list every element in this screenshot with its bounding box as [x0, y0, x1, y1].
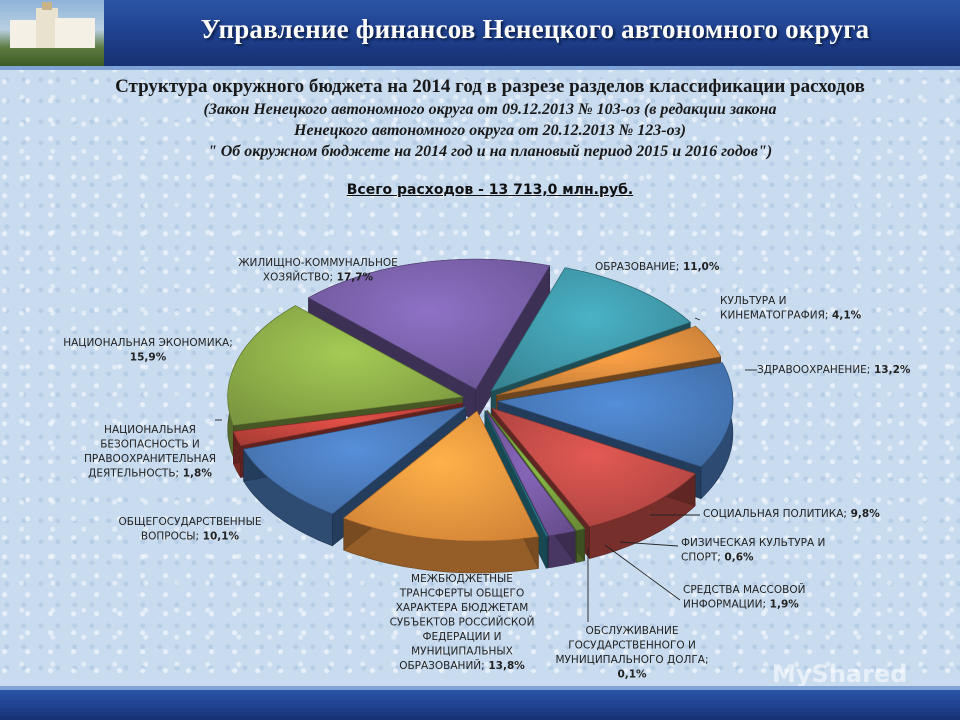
slice-социальная-политика	[491, 407, 696, 527]
slice-label-здравоохранение: ЗДРАВООХРАНЕНИЕ; 13,2%	[757, 364, 911, 376]
leader-line-физическая-культура-и-спорт	[619, 541, 679, 547]
slice-обслуживание-государственного-и-муниципа	[484, 410, 549, 537]
slice-средства-массовой-информации	[485, 410, 576, 537]
slice-образование	[490, 267, 692, 392]
slice-физическая-культура-и-спорт	[486, 409, 586, 531]
slide-title: Структура окружного бюджета на 2014 год …	[115, 76, 865, 97]
slice-label-общегосударственные-вопросы: ОБЩЕГОСУДАРСТВЕННЫЕ ВОПРОСЫ; 10,1%	[119, 516, 262, 543]
header-bar: Управление финансов Ненецкого автономног…	[0, 0, 960, 66]
slice-label-образование: ОБРАЗОВАНИЕ; 11,0%	[595, 261, 720, 273]
slice-label-жилищно-коммунальное-хозяйство: ЖИЛИЩНО-КОММУНАЛЬНОЕ ХОЗЯЙСТВО; 17,7%	[238, 257, 398, 284]
building-photo	[0, 0, 104, 66]
header-title: Управление финансов Ненецкого автономног…	[200, 14, 870, 44]
slice-label-межбюджетные-трансферты-общего-характера: МЕЖБЮДЖЕТНЫЕ ТРАНСФЕРТЫ ОБЩЕГО ХАРАКТЕРА Б…	[390, 573, 535, 672]
slice-label-национальная-безопасность-и-правоохранит: НАЦИОНАЛЬНАЯ БЕЗОПАСНОСТЬ И ПРАВООХРАНИТЕЛ…	[84, 424, 216, 480]
slice-label-социальная-политика: СОЦИАЛЬНАЯ ПОЛИТИКА; 9,8%	[703, 508, 880, 520]
slice-культура-и-кинематография	[496, 325, 722, 396]
slice-label-обслуживание-государственного-и-муниципа: ОБСЛУЖИВАНИЕ ГОСУДАРСТВЕННОГО И МУНИЦИПАЛЬ…	[555, 625, 708, 681]
slice-национальная-экономика	[227, 305, 464, 426]
slice-национальная-безопасность-и-правоохранит	[232, 402, 463, 446]
slide-subtitle-line-1: (Закон Ненецкого автономного округа от 0…	[203, 101, 777, 118]
slice-label-культура-и-кинематография: КУЛЬТУРА И КИНЕМАТОГРАФИЯ; 4,1%	[720, 295, 862, 322]
pie-tops	[227, 258, 734, 542]
slice-labels: ОБРАЗОВАНИЕ; 11,0% КУЛЬТУРА И КИНЕМАТОГРАФ…	[63, 257, 911, 681]
slice-label-национальная-экономика: НАЦИОНАЛЬНАЯ ЭКОНОМИКА; 15,9%	[63, 337, 233, 364]
footer-bar	[0, 690, 960, 720]
slice-жилищно-коммунальное-хозяйство	[307, 258, 551, 390]
slice-общегосударственные-вопросы	[243, 406, 466, 515]
total-expenditure: Всего расходов - 13 713,0 млн.руб.	[346, 182, 634, 198]
footer-divider	[0, 686, 960, 690]
slide-subtitle-line-3: " Об окружном бюджете на 2014 год и на п…	[207, 143, 773, 160]
slice-label-средства-массовой-информации: СРЕДСТВА МАССОВОЙ ИНФОРМАЦИИ; 1,9%	[683, 583, 805, 611]
slice-label-физическая-культура-и-спорт: ФИЗИЧЕСКАЯ КУЛЬТУРА И СПОРТ; 0,6%	[681, 537, 825, 564]
slice-межбюджетные-трансферты-общего-характера	[342, 410, 539, 542]
slide-subtitle-line-2: Ненецкого автономного округа от 20.12.20…	[294, 122, 686, 139]
watermark: MyShared	[772, 660, 908, 688]
leader-line-средства-массовой-информации	[604, 544, 681, 601]
header-divider	[0, 66, 960, 70]
slice-здравоохранение	[497, 362, 734, 468]
leader-line-культура-и-кинематография	[694, 317, 701, 321]
